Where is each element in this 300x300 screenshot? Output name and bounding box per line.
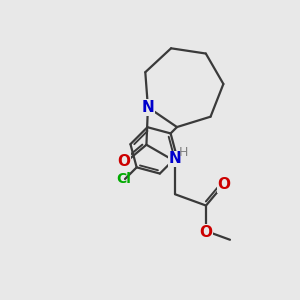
Text: O: O [218,177,230,192]
Text: O: O [200,225,212,240]
Text: N: N [169,152,182,166]
Text: Cl: Cl [116,172,131,186]
Text: H: H [179,146,188,159]
Text: N: N [142,100,154,115]
Text: O: O [117,154,130,169]
